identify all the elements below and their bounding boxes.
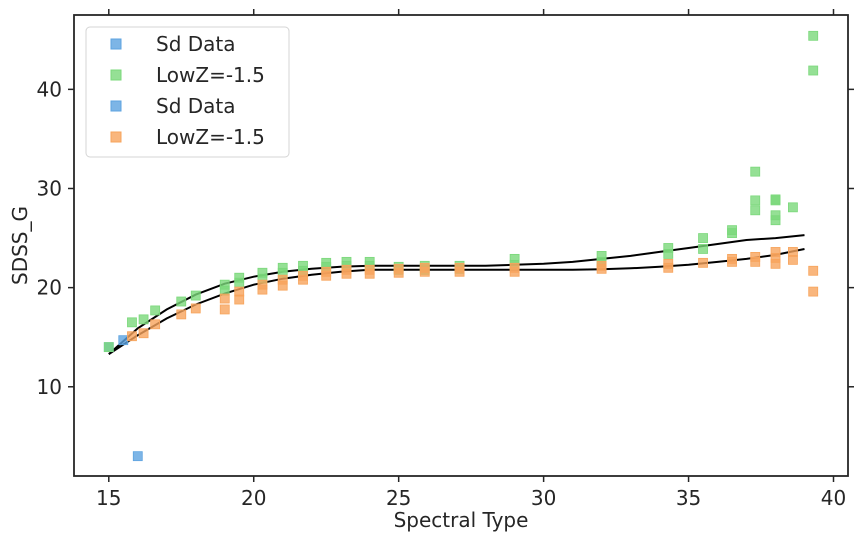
data-point <box>663 258 674 269</box>
data-point <box>219 304 230 315</box>
data-point <box>750 252 761 262</box>
legend-marker-0 <box>110 38 122 50</box>
legend-label-2: Sd Data <box>156 94 236 118</box>
x-axis-label: Spectral Type <box>394 508 529 532</box>
data-point <box>698 257 708 268</box>
data-point <box>321 266 332 277</box>
data-point <box>698 233 708 243</box>
data-point <box>176 296 187 307</box>
y-tick-label: 40 <box>37 77 62 101</box>
y-tick-label: 10 <box>37 375 62 399</box>
data-point <box>509 253 520 264</box>
data-point <box>138 314 149 325</box>
data-point <box>509 262 520 273</box>
data-point <box>393 263 404 274</box>
data-point <box>663 243 674 253</box>
data-point <box>277 274 288 285</box>
x-tick-label: 30 <box>531 486 556 510</box>
data-point <box>103 342 114 353</box>
data-point <box>277 262 288 273</box>
data-point <box>808 286 819 297</box>
plot-frame <box>73 14 849 477</box>
x-tick-label: 35 <box>676 486 701 510</box>
legend-label-0: Sd Data <box>156 32 236 56</box>
x-tick-label: 25 <box>386 486 411 510</box>
data-point <box>788 247 798 257</box>
data-point <box>132 451 143 462</box>
data-point <box>341 264 352 275</box>
legend-box <box>85 26 290 158</box>
data-point <box>788 202 798 213</box>
data-point <box>770 194 781 205</box>
legend-marker-1 <box>110 69 122 81</box>
data-point <box>808 265 819 276</box>
data-point <box>698 244 708 254</box>
y-tick-label: 20 <box>37 276 62 300</box>
data-point <box>454 262 465 273</box>
data-point <box>419 262 430 273</box>
data-point <box>364 264 375 275</box>
legend: Sd Data LowZ=-1.5 Sd Data LowZ=-1.5 <box>85 26 290 158</box>
data-point <box>596 260 607 271</box>
data-point <box>257 267 268 278</box>
data-point <box>234 286 245 297</box>
data-point <box>138 328 149 339</box>
data-point <box>150 319 161 330</box>
data-point <box>727 225 737 236</box>
x-tick-label: 15 <box>96 486 121 510</box>
data-point <box>770 210 781 221</box>
data-points <box>103 30 819 462</box>
data-point <box>234 272 245 283</box>
data-point <box>118 335 129 346</box>
data-point <box>176 309 187 320</box>
legend-label-1: LowZ=-1.5 <box>156 63 265 87</box>
data-point <box>127 331 137 342</box>
x-axis: 15 20 25 30 35 40 <box>96 9 846 510</box>
data-point <box>150 305 161 316</box>
x-tick-label: 20 <box>241 486 266 510</box>
x-tick-label: 40 <box>821 486 846 510</box>
data-point <box>127 317 137 328</box>
data-point <box>808 30 819 41</box>
y-tick-label: 30 <box>37 176 62 200</box>
data-point <box>770 247 781 257</box>
data-point <box>321 257 332 268</box>
data-point <box>298 270 308 281</box>
data-point <box>190 303 201 314</box>
data-point <box>219 279 230 290</box>
data-point <box>750 205 761 216</box>
legend-label-3: LowZ=-1.5 <box>156 125 265 149</box>
data-point <box>808 65 819 76</box>
data-point <box>190 290 201 301</box>
legend-marker-2 <box>110 100 122 112</box>
data-point <box>257 279 268 290</box>
data-point <box>596 251 607 261</box>
data-point <box>219 293 230 304</box>
data-point <box>298 260 308 271</box>
data-point <box>727 253 737 264</box>
data-point <box>750 195 761 206</box>
legend-marker-3 <box>110 131 122 143</box>
data-point <box>750 166 761 177</box>
y-axis-label: SDSS_G <box>8 206 32 285</box>
y-axis: 10 20 30 40 <box>37 77 854 399</box>
